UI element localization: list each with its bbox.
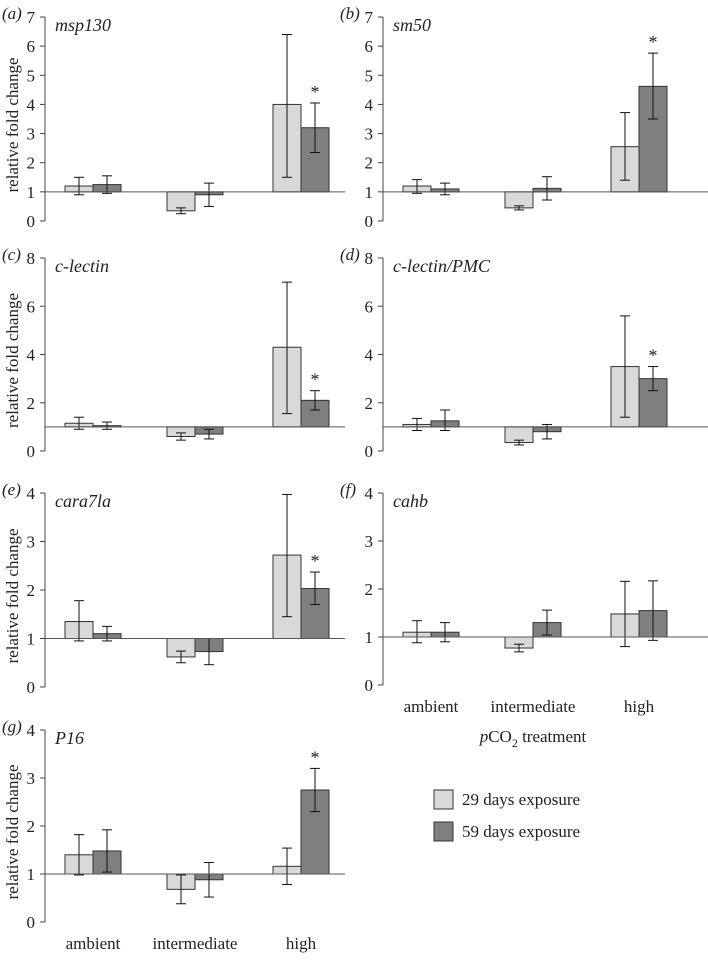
panel-label: (f) [340, 480, 356, 499]
legend-swatch-1 [433, 789, 454, 810]
y-tick-label: 3 [27, 769, 36, 788]
x-label-suffix: treatment [518, 727, 587, 746]
significance-star: * [311, 82, 320, 102]
x-tick-label: ambient [66, 934, 121, 953]
y-tick-label: 0 [27, 212, 36, 231]
x-label-sub: 2 [512, 736, 518, 750]
significance-star: * [649, 32, 658, 52]
x-tick-label: intermediate [153, 934, 238, 953]
y-tick-label: 1 [365, 183, 374, 202]
panel-label: (d) [340, 245, 360, 264]
y-tick-label: 2 [365, 394, 374, 413]
chart-panel-4: 0 2 4 6 8 (d) c-lectin/PMC * [340, 245, 708, 461]
y-tick-label: 4 [27, 346, 36, 365]
legend: 29 days exposure 59 days exposure [433, 789, 580, 842]
y-tick-label: 0 [365, 212, 374, 231]
y-tick-label: 7 [365, 8, 374, 27]
y-tick-label: 6 [365, 297, 374, 316]
y-tick-label: 4 [365, 484, 374, 503]
chart-panel-2: 0 1 2 3 4 5 6 7 (b) sm50 * [340, 4, 708, 231]
chart-panel-7: 0 1 2 3 4 (g) P16 relative fold change * ambient i… [2, 717, 345, 953]
y-axis-label: relative fold change [3, 765, 22, 900]
x-label-prefix: p [479, 727, 489, 746]
y-tick-label: 3 [27, 533, 36, 552]
chart-title: P16 [54, 728, 84, 748]
y-tick-label: 6 [27, 297, 36, 316]
y-tick-label: 4 [27, 721, 36, 740]
chart-title: sm50 [393, 15, 431, 35]
y-axis-label: relative fold change [3, 293, 22, 428]
y-tick-label: 2 [27, 394, 36, 413]
y-tick-label: 1 [27, 865, 36, 884]
y-tick-label: 0 [27, 913, 36, 932]
significance-star: * [311, 551, 320, 571]
y-tick-label: 2 [27, 154, 36, 173]
y-tick-label: 2 [365, 154, 374, 173]
y-axis-label: relative fold change [3, 529, 22, 664]
chart-title: c-lectin/PMC [393, 256, 491, 276]
y-tick-label: 8 [365, 249, 374, 268]
y-tick-label: 3 [365, 125, 374, 144]
x-tick-label: ambient [404, 697, 459, 716]
chart-title: cahb [393, 491, 428, 511]
chart-panel-3: 0 2 4 6 8 (c) c-lectin relative fold change * [2, 245, 345, 461]
y-tick-label: 0 [27, 678, 36, 697]
panel-label: (c) [2, 245, 21, 264]
y-tick-label: 0 [365, 442, 374, 461]
y-tick-label: 4 [27, 95, 36, 114]
x-tick-label: high [286, 934, 317, 953]
panel-label: (g) [2, 717, 22, 736]
y-tick-label: 8 [27, 249, 36, 268]
chart-title: cara7la [55, 491, 111, 511]
x-tick-label: intermediate [491, 697, 576, 716]
chart-title: msp130 [55, 15, 111, 35]
y-tick-label: 0 [27, 442, 36, 461]
panel-label: (e) [2, 480, 21, 499]
y-tick-label: 0 [365, 676, 374, 695]
chart-panel-6: 0 1 2 3 4 (f) cahb ambient intermediate high pCO2 … [340, 480, 708, 750]
legend-label-1: 29 days exposure [462, 790, 580, 809]
chart-panel-1: 0 1 2 3 4 5 6 7 (a) msp130 relative fold change * [2, 4, 345, 231]
x-tick-label: high [624, 697, 655, 716]
chart-title: c-lectin [55, 256, 109, 276]
y-tick-label: 2 [27, 581, 36, 600]
x-label-main: CO [488, 727, 512, 746]
y-tick-label: 1 [27, 183, 36, 202]
y-tick-label: 2 [365, 580, 374, 599]
y-axis-label: relative fold change [3, 58, 22, 193]
y-tick-label: 7 [27, 8, 36, 27]
significance-star: * [311, 747, 320, 767]
y-tick-label: 4 [27, 484, 36, 503]
y-tick-label: 6 [365, 37, 374, 56]
y-tick-label: 4 [365, 346, 374, 365]
y-tick-label: 1 [27, 630, 36, 649]
panel-label: (a) [2, 4, 22, 23]
y-tick-label: 2 [27, 817, 36, 836]
x-axis-label: pCO2 treatment [479, 727, 587, 750]
y-tick-label: 5 [365, 66, 374, 85]
chart-panel-5: 0 1 2 3 4 (e) cara7la relative fold change * [2, 480, 345, 697]
legend-label-2: 59 days exposure [462, 822, 580, 841]
y-tick-label: 3 [27, 125, 36, 144]
y-tick-label: 5 [27, 66, 36, 85]
panel-label: (b) [340, 4, 360, 23]
y-tick-label: 4 [365, 95, 374, 114]
y-tick-label: 1 [365, 628, 374, 647]
significance-star: * [649, 346, 658, 366]
significance-star: * [311, 370, 320, 390]
legend-swatch-2 [433, 821, 454, 842]
y-tick-label: 6 [27, 37, 36, 56]
y-tick-label: 3 [365, 532, 374, 551]
